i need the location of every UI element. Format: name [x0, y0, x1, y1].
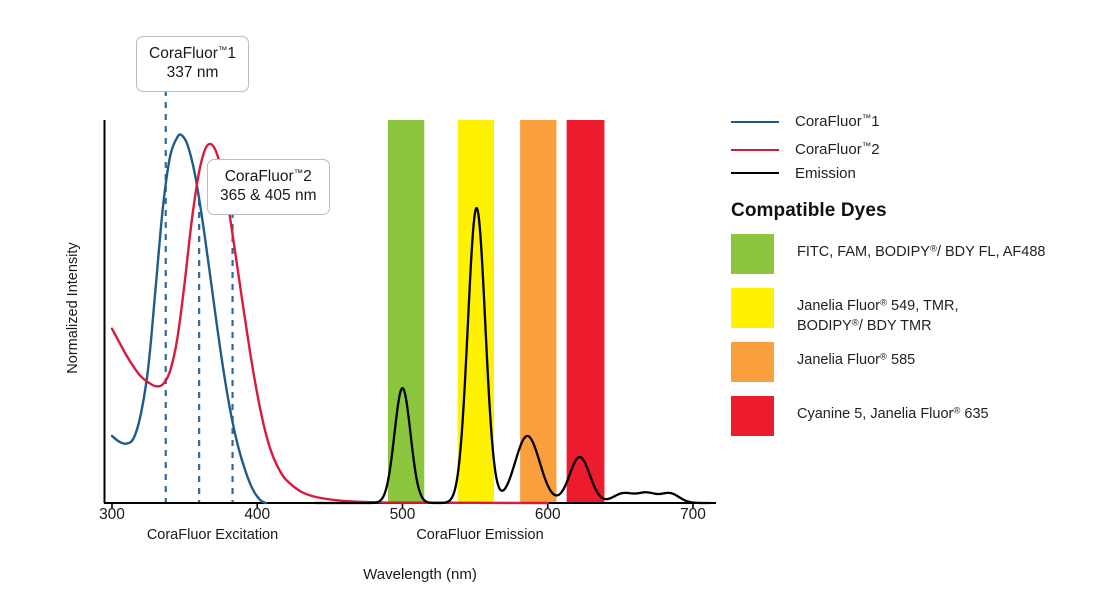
dye-label: Janelia Fluor® 585 — [797, 351, 916, 368]
legend-label: CoraFluor™1 — [795, 113, 880, 131]
dye-color-swatch — [731, 234, 774, 274]
dye-row-0: FITC, FAM, BODIPY®/ BDY FL, AF488 — [731, 234, 1045, 274]
dye-color-swatch — [731, 288, 774, 328]
annotation-corafluor-1-line2: 337 nm — [166, 64, 219, 82]
legend-line-swatch — [731, 172, 779, 174]
annotation-corafluor-2: CoraFluor™2 365 & 405 nm — [207, 159, 330, 215]
dye-label: Cyanine 5, Janelia Fluor® 635 — [797, 405, 989, 422]
chart-plot-area: CoraFluor™1 337 nm CoraFluor™2 365 & 405… — [65, 36, 716, 583]
dye-row-2: Janelia Fluor® 585 — [731, 342, 915, 382]
orange-band — [520, 120, 557, 503]
curve-emission — [314, 206, 711, 505]
x-tick-label-500: 500 — [389, 506, 416, 523]
annotation-corafluor-2-line1: CoraFluor™2 — [224, 167, 312, 185]
excitation-region-label: CoraFluor Excitation — [146, 527, 279, 543]
emission-region-label: CoraFluor Emission — [416, 527, 544, 543]
legend-panel: CoraFluor™1 CoraFluor™2 Emission Compatibl… — [726, 0, 1110, 612]
legend-row-0: CoraFluor™1 — [731, 113, 880, 131]
x-tick-label-400: 400 — [244, 506, 271, 523]
legend-line-swatch — [731, 149, 779, 151]
y-axis-title: Normalized Intensity — [65, 242, 81, 374]
legend-row-1: CoraFluor™2 — [731, 141, 880, 159]
legend-label: Emission — [795, 164, 856, 182]
legend-row-2: Emission — [731, 164, 856, 182]
dye-label: FITC, FAM, BODIPY®/ BDY FL, AF488 — [797, 243, 1046, 260]
excitation-marker-lines — [164, 90, 234, 503]
dye-label: Janelia Fluor® 549, TMR, BODIPY®/ BDY TMR — [797, 297, 959, 334]
dye-row-3: Cyanine 5, Janelia Fluor® 635 — [731, 396, 989, 436]
x-axis-title: Wavelength (nm) — [363, 566, 477, 583]
dye-color-swatch — [731, 342, 774, 382]
red-band — [566, 120, 605, 503]
dye-row-1: Janelia Fluor® 549, TMR, BODIPY®/ BDY TMR — [731, 288, 958, 336]
curve-corafluor1 — [110, 133, 268, 505]
x-tick-label-700: 700 — [680, 506, 706, 523]
spectra-chart-svg — [103, 90, 716, 508]
yellow-band — [457, 120, 495, 503]
annotation-corafluor-1-line1: CoraFluor™1 — [149, 44, 237, 62]
legend-label: CoraFluor™2 — [795, 141, 880, 159]
dye-color-swatch — [731, 396, 774, 436]
annotation-corafluor-2-line2: 365 & 405 nm — [220, 187, 317, 205]
dye-bands-group — [387, 120, 605, 503]
annotation-corafluor-1: CoraFluor™1 337 nm — [136, 36, 250, 92]
legend-line-swatch — [731, 121, 779, 123]
compatible-dyes-heading: Compatible Dyes — [731, 200, 887, 221]
x-tick-label-300: 300 — [99, 506, 125, 523]
x-tick-label-600: 600 — [534, 506, 561, 523]
